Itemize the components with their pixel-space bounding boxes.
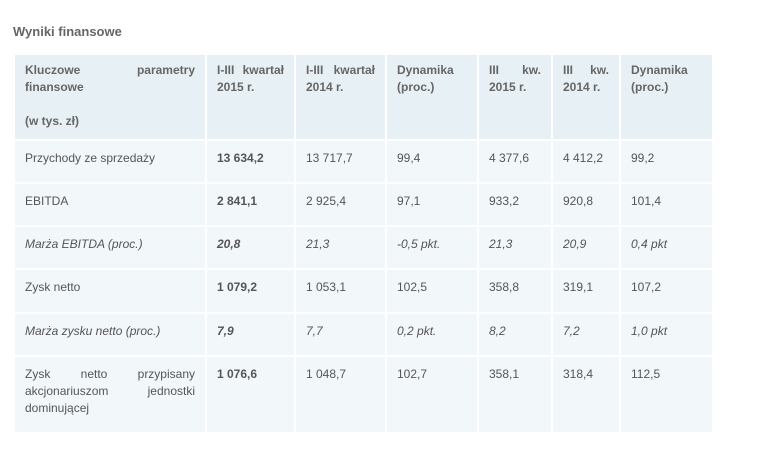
header-col-q1q3-2014: I-III kwartał 2014 r. (296, 55, 387, 141)
cell-value: 97,1 (387, 184, 479, 227)
cell-value: 1,0 pkt (621, 314, 712, 357)
cell-value: 101,4 (621, 184, 712, 227)
header-col-dynamics-1: Dynamika (proc.) (387, 55, 479, 141)
header-param-label: Kluczowe parametry finansowe (25, 63, 195, 94)
cell-value: 1 079,2 (207, 270, 296, 314)
cell-value: 4 412,2 (553, 141, 621, 184)
cell-value: 8,2 (479, 314, 553, 357)
cell-value: 358,8 (479, 270, 553, 314)
table-row: EBITDA 2 841,1 2 925,4 97,1 933,2 920,8 … (15, 184, 712, 227)
cell-value: 0,2 pkt. (387, 314, 479, 357)
header-col-q3-2015: III kw. 2015 r. (479, 55, 553, 141)
cell-value: 1 048,7 (296, 357, 387, 434)
cell-value: 318,4 (553, 357, 621, 434)
row-label: Przychody ze sprzedaży (15, 141, 207, 184)
table-row: Zysk netto przypisany akcjonariuszom jed… (15, 357, 712, 434)
cell-value: 1 053,1 (296, 270, 387, 314)
header-parameters: Kluczowe parametry finansowe (w tys. zł) (15, 55, 207, 141)
table-row: Marża EBITDA (proc.) 20,8 21,3 -0,5 pkt.… (15, 227, 712, 270)
table-row: Zysk netto 1 079,2 1 053,1 102,5 358,8 3… (15, 270, 712, 314)
cell-value: 2 841,1 (207, 184, 296, 227)
cell-value: 933,2 (479, 184, 553, 227)
cell-value: 0,4 pkt (621, 227, 712, 270)
section-title: Wyniki finansowe (13, 24, 122, 39)
header-unit-label: (w tys. zł) (25, 114, 80, 128)
cell-value: 20,9 (553, 227, 621, 270)
cell-value: 4 377,6 (479, 141, 553, 184)
cell-value: 107,2 (621, 270, 712, 314)
cell-value: 319,1 (553, 270, 621, 314)
row-label: Marża EBITDA (proc.) (15, 227, 207, 270)
row-label: EBITDA (15, 184, 207, 227)
cell-value: 7,9 (207, 314, 296, 357)
cell-value: 21,3 (296, 227, 387, 270)
cell-value: 13 717,7 (296, 141, 387, 184)
cell-value: 13 634,2 (207, 141, 296, 184)
cell-value: 99,4 (387, 141, 479, 184)
cell-value: 20,8 (207, 227, 296, 270)
cell-value: 1 076,6 (207, 357, 296, 434)
table-row: Przychody ze sprzedaży 13 634,2 13 717,7… (15, 141, 712, 184)
cell-value: 2 925,4 (296, 184, 387, 227)
cell-value: 99,2 (621, 141, 712, 184)
cell-value: 7,2 (553, 314, 621, 357)
cell-value: -0,5 pkt. (387, 227, 479, 270)
financial-results-table: Kluczowe parametry finansowe (w tys. zł)… (15, 55, 712, 434)
row-label: Zysk netto (15, 270, 207, 314)
table-row: Marża zysku netto (proc.) 7,9 7,7 0,2 pk… (15, 314, 712, 357)
row-label: Marża zysku netto (proc.) (15, 314, 207, 357)
header-col-q3-2014: III kw. 2014 r. (553, 55, 621, 141)
header-col-dynamics-2: Dynamika (proc.) (621, 55, 712, 141)
cell-value: 112,5 (621, 357, 712, 434)
cell-value: 102,5 (387, 270, 479, 314)
row-label: Zysk netto przypisany akcjonariuszom jed… (15, 357, 207, 434)
cell-value: 358,1 (479, 357, 553, 434)
header-col-q1q3-2015: I-III kwartał 2015 r. (207, 55, 296, 141)
cell-value: 102,7 (387, 357, 479, 434)
cell-value: 7,7 (296, 314, 387, 357)
cell-value: 920,8 (553, 184, 621, 227)
cell-value: 21,3 (479, 227, 553, 270)
table-header-row: Kluczowe parametry finansowe (w tys. zł)… (15, 55, 712, 141)
